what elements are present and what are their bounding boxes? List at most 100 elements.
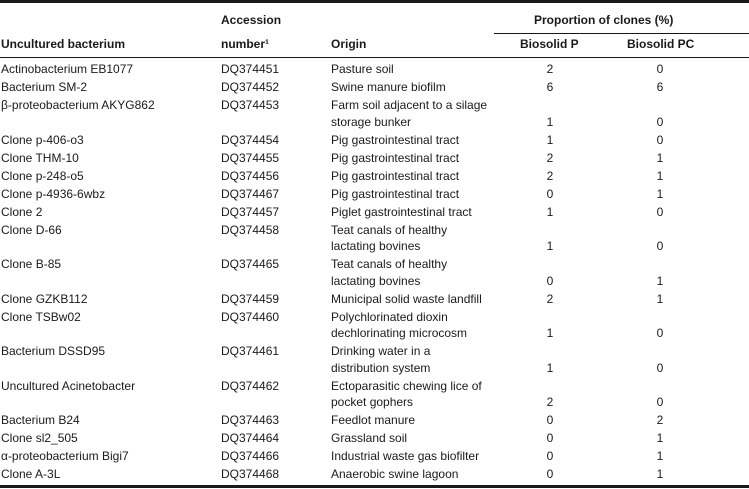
- bacterium-name: Actinobacterium EB1077: [1, 62, 134, 76]
- biosolid-pc-value: 2: [656, 413, 664, 427]
- table-row: Bacterium SM-2 DQ374452 Swine manure biofi…: [0, 79, 749, 96]
- accession-number: DQ374466: [221, 449, 280, 463]
- origin-line: Pig gastrointestinal tract: [331, 150, 460, 165]
- bacterium-name: Clone TSBw02: [1, 309, 81, 324]
- biosolid-p-value: 1: [546, 326, 554, 340]
- table-row: Clone 2 DQ374457 Piglet gastrointestinal t…: [0, 204, 749, 221]
- biosolid-pc-value: 1: [656, 273, 664, 288]
- bacterium-name: β-proteobacterium AKYG862: [1, 98, 155, 112]
- origin-line: Teat canals of healthy: [331, 257, 448, 271]
- table-row: α-proteobacterium Bigi7 DQ374466 Industria…: [0, 448, 749, 465]
- accession-number: DQ374452: [221, 80, 280, 94]
- biosolid-p-value: 0: [546, 273, 554, 288]
- bacterium-name: Clone A-3L: [1, 467, 61, 481]
- bacterium-name: Clone D-66: [1, 222, 62, 237]
- biosolid-p-value: 0: [546, 186, 554, 201]
- origin-line: Municipal solid waste landfill: [331, 291, 482, 306]
- biosolid-p-value: 2: [546, 62, 554, 76]
- table-row: Clone p-4936-6wbz DQ374467 Pig gastrointes…: [0, 186, 749, 203]
- biosolid-pc-value: 0: [656, 395, 664, 409]
- accession-number: DQ374454: [221, 132, 280, 147]
- origin-line: lactating bovines: [331, 273, 421, 288]
- biosolid-p-value: 1: [546, 132, 554, 147]
- biosolid-pc-value: 0: [656, 62, 664, 76]
- table-row: Clone THM-10 DQ374455 Pig gastrointestinal…: [0, 150, 749, 167]
- header-bacterium: Uncultured bacterium: [1, 37, 126, 51]
- origin-line: lactating bovines: [331, 239, 421, 253]
- header-biosolid-p: Biosolid P: [520, 37, 579, 51]
- table-row: Clone TSBw02 DQ374460 Polychlorinated diox…: [0, 309, 749, 342]
- biosolid-p-value: 2: [546, 168, 554, 183]
- header-biosolid-pc: Biosolid PC: [627, 37, 695, 51]
- table-row: Bacterium B24 DQ374463 Feedlot manure 0 2: [0, 412, 749, 429]
- origin-line: pocket gophers: [331, 395, 414, 409]
- bacterium-name: Bacterium DSSD95: [1, 344, 106, 358]
- table-row: Clone p-406-o3 DQ374454 Pig gastrointestin…: [0, 132, 749, 149]
- origin-line: Swine manure biofilm: [331, 80, 446, 94]
- top-rule: [0, 0, 749, 3]
- table-row: Uncultured Acinetobacter DQ374462 Ectopara…: [0, 378, 749, 411]
- origin-line: storage bunker: [331, 114, 412, 129]
- origin-line: Feedlot manure: [331, 413, 416, 427]
- bacterium-name: Clone p-406-o3: [1, 132, 84, 147]
- origin-line: Anaerobic swine lagoon: [331, 467, 459, 481]
- origin-line: distribution system: [331, 360, 431, 375]
- table-row: Clone sl2_505 DQ374464 Grassland soil 0 1: [0, 430, 749, 447]
- accession-number: DQ374467: [221, 186, 280, 201]
- origin-line: dechlorinating microcosm: [331, 326, 468, 340]
- biosolid-pc-value: 1: [656, 168, 664, 183]
- origin-line: Piglet gastrointestinal tract: [331, 204, 472, 219]
- accession-number: DQ374463: [221, 413, 280, 427]
- accession-number: DQ374456: [221, 168, 280, 183]
- bacterium-name: Bacterium B24: [1, 413, 80, 427]
- biosolid-p-value: 1: [546, 114, 554, 129]
- accession-number: DQ374461: [221, 344, 280, 358]
- origin-line: Grassland soil: [331, 431, 408, 445]
- origin-line: Drinking water in a: [331, 344, 431, 358]
- biosolid-pc-value: 0: [656, 239, 664, 253]
- origin-line: Industrial waste gas biofilter: [331, 449, 480, 463]
- biosolid-p-value: 1: [546, 360, 554, 375]
- accession-number: DQ374451: [221, 62, 280, 76]
- proportion-group-rule: [494, 33, 749, 34]
- biosolid-pc-value: 0: [656, 204, 664, 219]
- header-proportion-group: Proportion of clones (%): [534, 13, 674, 27]
- accession-number: DQ374460: [221, 309, 280, 324]
- bacterium-name: Uncultured Acinetobacter: [1, 378, 136, 393]
- table-row: Clone p-248-o5 DQ374456 Pig gastrointestin…: [0, 168, 749, 185]
- biosolid-p-value: 2: [546, 395, 554, 409]
- table-row: Clone B-85 DQ374465 Teat canals of healthy…: [0, 256, 749, 289]
- header-accession-line1: Accession: [221, 13, 282, 27]
- bacterium-name: Clone B-85: [1, 257, 62, 271]
- biosolid-p-value: 2: [546, 291, 554, 306]
- biosolid-p-value: 2: [546, 150, 554, 165]
- table-row: Clone GZKB112 DQ374459 Municipal solid was…: [0, 291, 749, 308]
- biosolid-p-value: 0: [546, 413, 554, 427]
- biosolid-p-value: 0: [546, 449, 554, 463]
- biosolid-pc-value: 1: [656, 467, 664, 481]
- biosolid-pc-value: 6: [656, 80, 664, 94]
- header-origin: Origin: [331, 37, 367, 51]
- biosolid-pc-value: 0: [656, 360, 664, 375]
- bacterium-name: Clone p-4936-6wbz: [1, 186, 106, 201]
- origin-line: Farm soil adjacent to a silage: [331, 98, 488, 112]
- accession-number: DQ374458: [221, 222, 280, 237]
- origin-line: Teat canals of healthy: [331, 222, 448, 237]
- biosolid-p-value: 6: [546, 80, 554, 94]
- accession-number: DQ374459: [221, 291, 280, 306]
- accession-number: DQ374455: [221, 150, 280, 165]
- header-accession-line2: number¹: [221, 37, 269, 51]
- accession-number: DQ374453: [221, 98, 280, 112]
- origin-line: Polychlorinated dioxin: [331, 309, 448, 324]
- biosolid-p-value: 1: [546, 204, 554, 219]
- biosolid-pc-value: 1: [656, 291, 664, 306]
- bacterium-name: α-proteobacterium Bigi7: [1, 449, 129, 463]
- biosolid-pc-value: 1: [656, 150, 664, 165]
- bacterium-name: Clone GZKB112: [1, 291, 88, 306]
- table-row: Actinobacterium EB1077 DQ374451 Pasture so…: [0, 61, 749, 78]
- origin-line: Pasture soil: [331, 62, 394, 76]
- bacterium-name: Clone p-248-o5: [1, 168, 84, 183]
- biosolid-p-value: 1: [546, 239, 554, 253]
- bacterium-name: Clone THM-10: [1, 150, 79, 165]
- origin-line: Pig gastrointestinal tract: [331, 186, 460, 201]
